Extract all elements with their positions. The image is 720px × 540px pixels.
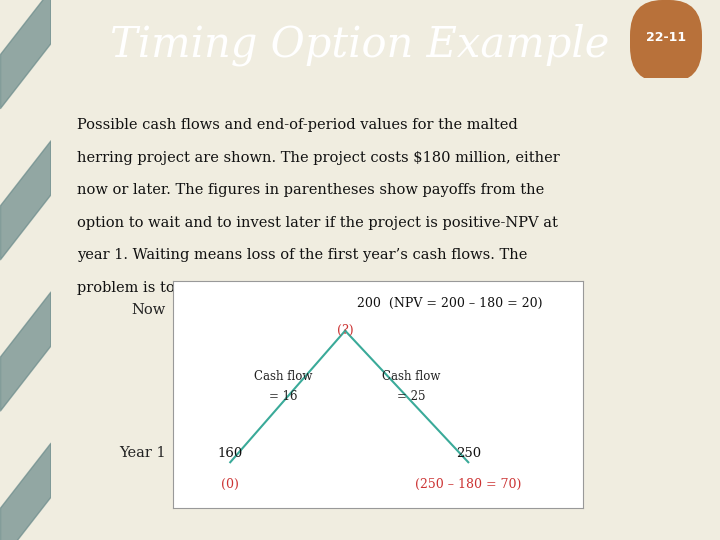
Text: Year 1: Year 1: [119, 446, 166, 460]
Text: 22-11: 22-11: [646, 31, 686, 44]
Text: Now: Now: [131, 303, 166, 318]
Text: Timing Option Example: Timing Option Example: [110, 23, 610, 66]
Text: option to wait and to invest later if the project is positive-NPV at: option to wait and to invest later if th…: [77, 216, 558, 230]
Text: (?): (?): [337, 324, 354, 337]
Text: = 25: = 25: [397, 390, 425, 403]
Text: (250 – 180 = 70): (250 – 180 = 70): [415, 478, 521, 491]
Text: problem is to figure out the current value of the option.: problem is to figure out the current val…: [77, 281, 490, 295]
FancyBboxPatch shape: [630, 0, 702, 82]
Text: Possible cash flows and end-of-period values for the malted: Possible cash flows and end-of-period va…: [77, 118, 518, 132]
Text: = 16: = 16: [269, 390, 298, 403]
Text: year 1. Waiting means loss of the first year’s cash flows. The: year 1. Waiting means loss of the first …: [77, 248, 528, 262]
Text: Cash flow: Cash flow: [254, 369, 312, 382]
Text: 200  (NPV = 200 – 180 = 20): 200 (NPV = 200 – 180 = 20): [357, 297, 543, 310]
Text: now or later. The figures in parentheses show payoffs from the: now or later. The figures in parentheses…: [77, 184, 544, 197]
Text: (0): (0): [221, 478, 239, 491]
Text: herring project are shown. The project costs $180 million, either: herring project are shown. The project c…: [77, 151, 560, 165]
Text: 160: 160: [217, 447, 243, 460]
Text: 250: 250: [456, 447, 481, 460]
Text: Cash flow: Cash flow: [382, 369, 440, 382]
